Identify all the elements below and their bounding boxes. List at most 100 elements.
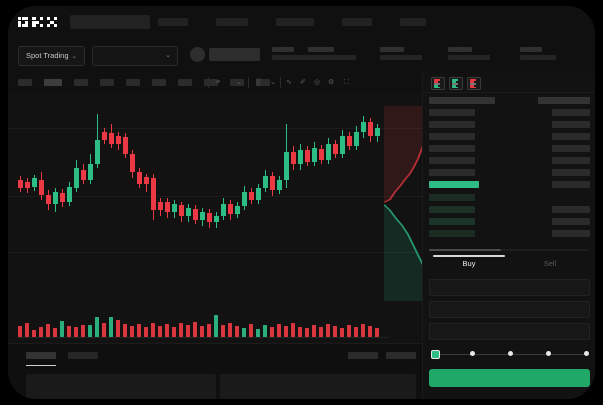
chevron-down-icon[interactable]: ⌄ <box>236 79 242 86</box>
pencil-icon[interactable]: ✐ <box>300 79 306 86</box>
orders-panel <box>8 343 422 399</box>
slider-stop-50[interactable] <box>507 351 513 356</box>
orderbook-scrollbar-thumb[interactable] <box>429 249 501 251</box>
tab-sell[interactable]: Sell <box>543 259 557 268</box>
slider-stop-100[interactable] <box>583 351 589 356</box>
indicators-icon[interactable]: ≡ <box>216 79 221 86</box>
depth-bid-area <box>384 204 422 301</box>
timeframe-button-4[interactable] <box>100 79 114 86</box>
okx-logo[interactable] <box>18 17 62 28</box>
bottom-action-1[interactable] <box>348 352 378 359</box>
orderbook-row[interactable] <box>552 157 590 164</box>
nav-item-3[interactable] <box>276 18 314 26</box>
orderbook-row[interactable] <box>552 121 590 128</box>
timeframe-button-2[interactable] <box>44 79 62 86</box>
orderbook-header <box>423 73 595 93</box>
orderbook-icon-line <box>452 79 458 81</box>
orderbook-row[interactable] <box>552 169 590 176</box>
volume-bar <box>193 322 197 337</box>
candle-body <box>305 150 310 162</box>
bottom-action-2[interactable] <box>386 352 416 359</box>
orderbook-row[interactable] <box>552 206 590 213</box>
orderbook-row[interactable] <box>552 230 590 237</box>
volume-baseline <box>18 337 388 338</box>
orderbook-row[interactable] <box>429 194 475 201</box>
tab-order-history[interactable] <box>68 352 98 359</box>
timeframe-button-8[interactable] <box>204 79 218 86</box>
bottom-box-right <box>220 374 416 399</box>
orderbook-view-sell[interactable] <box>467 77 481 90</box>
nav-item-5[interactable] <box>400 18 426 26</box>
chart-type-icon[interactable]: ▒ <box>256 79 261 86</box>
logo-pixel <box>21 17 25 21</box>
nav-item-1[interactable] <box>158 18 188 26</box>
orderbook-row[interactable] <box>429 121 475 128</box>
tab-open-orders[interactable] <box>26 352 56 359</box>
gridline-1 <box>8 128 422 129</box>
orderbook-row[interactable] <box>538 97 590 104</box>
candle <box>221 92 226 282</box>
candle <box>340 92 345 282</box>
orderbook-view-buy[interactable] <box>449 77 463 90</box>
orderbook-view-both[interactable] <box>431 77 445 90</box>
line-tool-icon[interactable]: ∿ <box>286 79 292 86</box>
orderbook-row[interactable] <box>429 133 475 140</box>
orderbook-row[interactable] <box>552 181 590 188</box>
magnet-icon[interactable]: ◎ <box>314 79 321 86</box>
volume-bar <box>179 323 183 337</box>
slider-stop-25[interactable] <box>469 351 475 356</box>
slider-handle[interactable] <box>431 349 440 359</box>
orderbook-row[interactable] <box>429 145 475 152</box>
orderbook-row[interactable] <box>429 157 475 164</box>
timeframe-button-9[interactable] <box>230 79 244 86</box>
settings-gear-icon[interactable]: ⚙ <box>328 79 335 86</box>
orderbook-row[interactable] <box>429 169 475 176</box>
spot-trading-dropdown[interactable]: Spot Trading ⌄ <box>18 46 85 66</box>
orderbook-icon-line <box>470 86 476 89</box>
amount-percent-slider[interactable] <box>431 349 589 359</box>
orderbook-body[interactable] <box>423 92 595 253</box>
orderbook-scrollbar-track[interactable] <box>429 249 589 251</box>
pair-select[interactable]: ⌄ <box>92 46 178 66</box>
order-total-field[interactable] <box>429 323 590 340</box>
orderbook-row[interactable] <box>552 145 590 152</box>
candle <box>123 92 128 282</box>
chevron-down-icon: ⌄ <box>71 53 77 60</box>
orderbook-row[interactable] <box>552 218 590 225</box>
orderbook-row[interactable] <box>552 109 590 116</box>
candle-body <box>256 188 261 200</box>
slider-stop-75[interactable] <box>545 351 551 356</box>
toolbar-divider-2 <box>248 77 249 88</box>
timeframe-button-7[interactable] <box>178 79 192 86</box>
candlestick-chart[interactable] <box>8 92 422 343</box>
orderbook-row[interactable] <box>552 133 590 140</box>
chevron-down-2-icon[interactable]: ⌄ <box>270 79 276 86</box>
orderbook-row[interactable] <box>429 206 475 213</box>
orderbook-row-highlight[interactable] <box>429 181 479 188</box>
candle-body <box>291 152 296 164</box>
tab-buy[interactable]: Buy <box>462 259 476 268</box>
nav-item-2[interactable] <box>216 18 248 26</box>
order-amount-field[interactable] <box>429 301 590 318</box>
timeframe-button-10[interactable] <box>256 79 270 86</box>
logo-pixel <box>18 20 22 24</box>
candle <box>270 92 275 282</box>
orderbook-row[interactable] <box>429 97 495 104</box>
candle <box>207 92 212 282</box>
timeframe-button-5[interactable] <box>126 79 140 86</box>
orderbook-row[interactable] <box>429 218 475 225</box>
orderbook-row[interactable] <box>429 230 475 237</box>
timeframe-button-1[interactable] <box>18 79 32 86</box>
logo-pixel <box>25 24 29 28</box>
search-input[interactable] <box>70 15 150 29</box>
order-price-field[interactable] <box>429 279 590 296</box>
buy-submit-button[interactable] <box>429 369 590 387</box>
orderbook-row[interactable] <box>429 109 475 116</box>
candle <box>151 92 156 282</box>
volume-bar <box>228 323 232 337</box>
volume-bar <box>137 324 141 337</box>
timeframe-button-3[interactable] <box>74 79 88 86</box>
fullscreen-icon[interactable]: ⛶ <box>344 79 349 86</box>
nav-item-4[interactable] <box>342 18 372 26</box>
timeframe-button-6[interactable] <box>152 79 166 86</box>
